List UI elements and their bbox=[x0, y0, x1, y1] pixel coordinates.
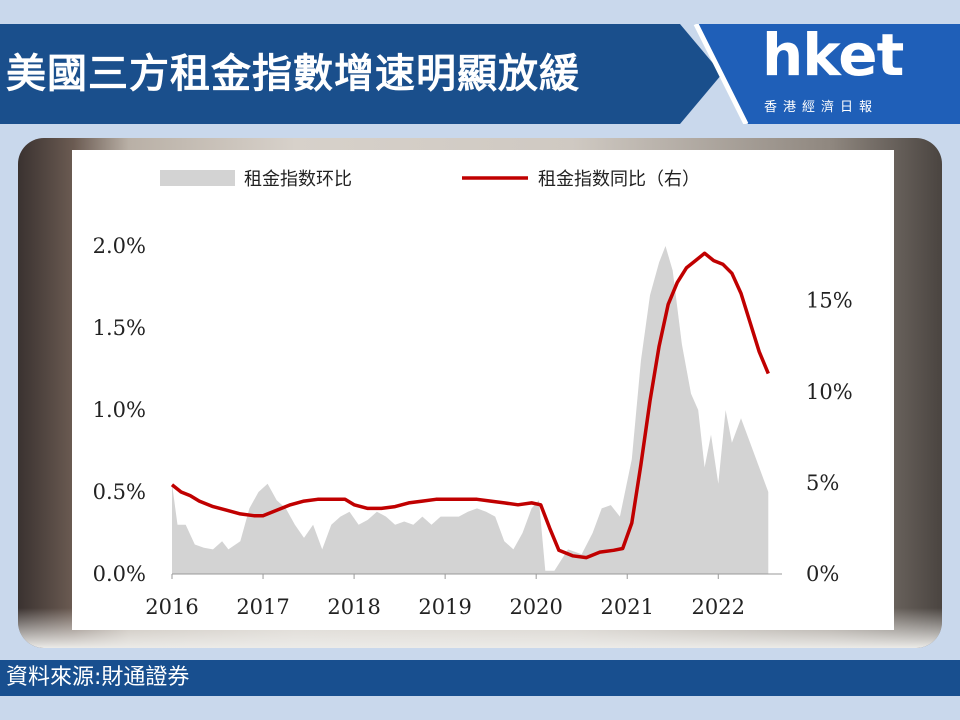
left-y-tick-label: 0.0% bbox=[93, 562, 146, 586]
right-y-tick-label: 15% bbox=[806, 289, 853, 313]
axes-layer: 2016 2017 2018 2019 2020 2021 2022 0.0% 0.5% 1.0%… bbox=[93, 234, 853, 619]
page-title: 美國三方租金指數增速明顯放緩 bbox=[6, 51, 580, 97]
left-y-tick-label: 0.5% bbox=[93, 480, 146, 504]
chart: 租金指数环比 租金指数同比（右） 2016 2017 2018 2019 2020 202… bbox=[93, 169, 853, 619]
banner-shape bbox=[0, 24, 960, 124]
right-y-tick-label: 5% bbox=[806, 471, 839, 495]
top-strip bbox=[0, 0, 960, 24]
logo-background bbox=[696, 24, 960, 124]
x-tick-label: 2019 bbox=[418, 595, 471, 619]
area-series-mom bbox=[172, 246, 769, 574]
title-banner: 美國三方租金指數增速明顯放緩 hket 香港經濟日報 bbox=[0, 24, 960, 124]
right-y-tick-label: 0% bbox=[806, 562, 839, 586]
x-tick-label: 2017 bbox=[236, 595, 289, 619]
area-series-layer bbox=[172, 246, 769, 574]
x-tick-label: 2020 bbox=[509, 595, 562, 619]
chart-panel: 租金指数环比 租金指数同比（右） 2016 2017 2018 2019 2020 202… bbox=[72, 150, 894, 630]
banner-divider bbox=[693, 24, 749, 124]
right-y-tick-label: 10% bbox=[806, 380, 853, 404]
banner-background bbox=[0, 24, 722, 124]
x-tick-label: 2016 bbox=[145, 595, 198, 619]
source-bar: 資料來源:財通證券 bbox=[0, 660, 960, 696]
legend-area-swatch bbox=[160, 170, 235, 186]
x-tick-label: 2021 bbox=[600, 595, 653, 619]
line-series-yoy bbox=[170, 251, 770, 560]
legend-area-label: 租金指数环比 bbox=[244, 169, 352, 190]
source-text: 資料來源:財通證券 bbox=[6, 665, 190, 690]
legend-line-label: 租金指数同比（右） bbox=[538, 169, 700, 190]
line-series-layer bbox=[170, 251, 770, 560]
x-tick-label: 2022 bbox=[692, 595, 745, 619]
chart-legend: 租金指数环比 租金指数同比（右） bbox=[160, 169, 700, 190]
hket-logo-subtitle: 香港經濟日報 bbox=[764, 100, 879, 115]
left-y-tick-label: 1.5% bbox=[93, 316, 146, 340]
left-y-tick-label: 2.0% bbox=[93, 234, 146, 258]
x-tick-label: 2018 bbox=[327, 595, 380, 619]
photo-frame: 租金指数环比 租金指数同比（右） 2016 2017 2018 2019 2020 202… bbox=[18, 138, 942, 648]
hket-logo: hket bbox=[762, 21, 904, 89]
left-y-tick-label: 1.0% bbox=[93, 398, 146, 422]
